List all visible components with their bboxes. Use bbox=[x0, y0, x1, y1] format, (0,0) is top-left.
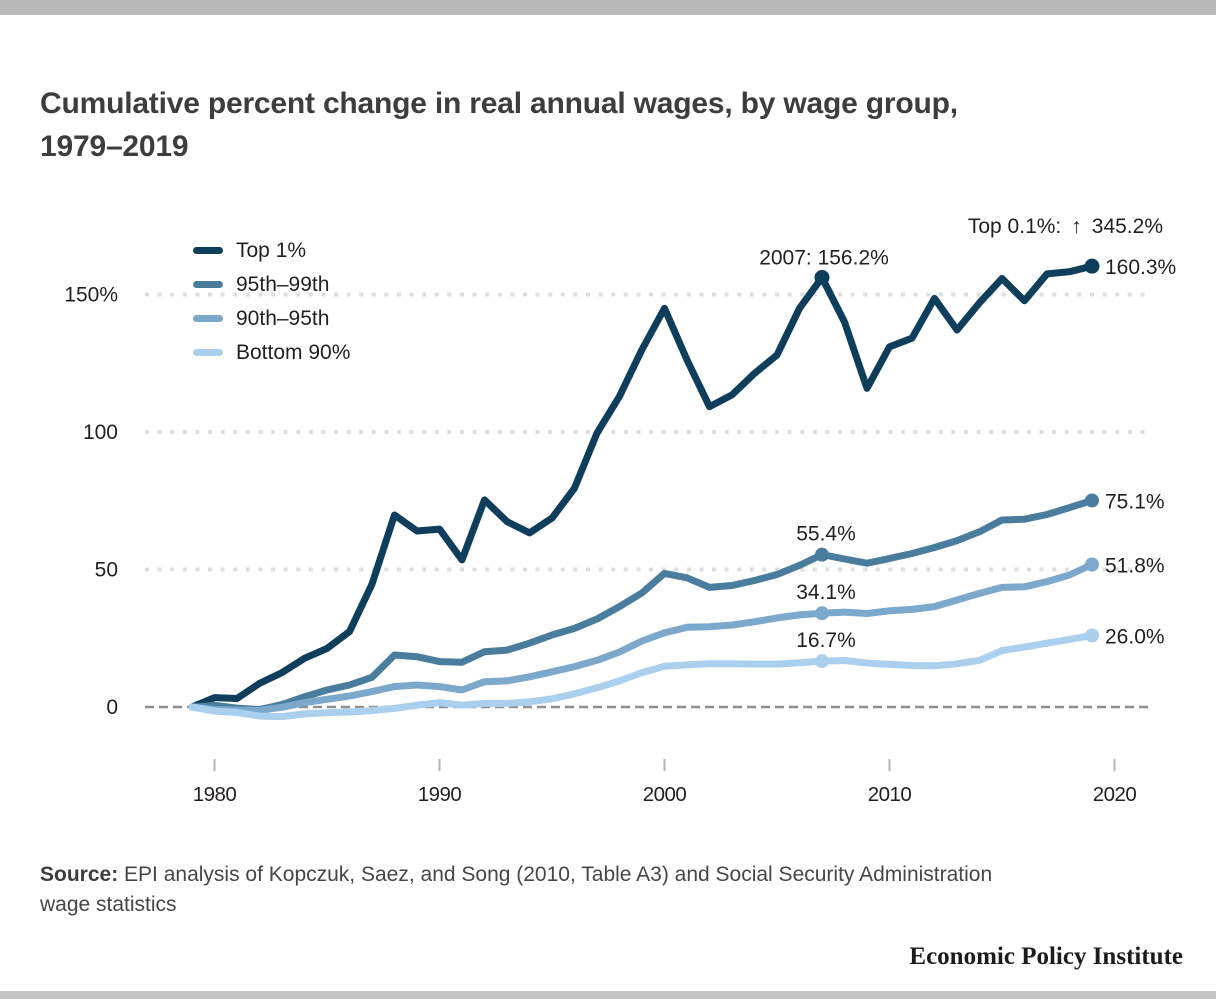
legend-item-90th-95th[interactable]: 90th–95th bbox=[193, 308, 350, 329]
data-point-95th-99th-2019[interactable] bbox=[1085, 493, 1099, 508]
end-label-bottom-90: 26.0% bbox=[1105, 626, 1165, 649]
source-note: Source: EPI analysis of Kopczuk, Saez, a… bbox=[40, 860, 1200, 920]
data-point-90th-95th-2019[interactable] bbox=[1085, 557, 1099, 572]
data-point-90th-95th-2007[interactable] bbox=[815, 606, 829, 621]
y-axis-label-0: 0 bbox=[106, 696, 118, 719]
legend-label: Top 1% bbox=[236, 239, 307, 262]
source-label: Source: bbox=[40, 863, 119, 886]
series-line-95th-99th[interactable] bbox=[188, 497, 1096, 713]
end-label-95th-99th: 75.1% bbox=[1105, 490, 1165, 513]
x-axis-label-2010: 2010 bbox=[868, 783, 912, 806]
x-axis-label-2020: 2020 bbox=[1093, 783, 1137, 806]
annotation-b90_2007: 16.7% bbox=[796, 629, 856, 652]
legend-swatch bbox=[193, 281, 223, 288]
legend-item-bottom-90[interactable]: Bottom 90% bbox=[193, 342, 350, 363]
data-point-bottom-90-2007[interactable] bbox=[815, 654, 829, 669]
series-line-top-1[interactable] bbox=[188, 262, 1096, 711]
x-axis-label-1980: 1980 bbox=[193, 783, 237, 806]
end-label-90th-95th: 51.8% bbox=[1105, 555, 1165, 578]
legend-swatch bbox=[193, 315, 223, 322]
end-label-top-1: 160.3% bbox=[1105, 256, 1176, 279]
annotation-top01: Top 0.1%: ↑ 345.2% bbox=[968, 215, 1163, 238]
data-point-top-1-2007[interactable] bbox=[814, 269, 830, 285]
source-line-2: wage statistics bbox=[40, 893, 177, 916]
chart-legend: Top 1% 95th–99th 90th–95th Bottom 90% bbox=[193, 240, 350, 363]
source-line-1: EPI analysis of Kopczuk, Saez, and Song … bbox=[124, 863, 993, 886]
y-axis-label-50: 50 bbox=[95, 559, 118, 582]
epi-logo-text[interactable]: Economic Policy Institute bbox=[909, 943, 1183, 970]
legend-swatch bbox=[193, 247, 223, 254]
legend-label: Bottom 90% bbox=[236, 341, 351, 364]
y-axis-label-100: 100 bbox=[83, 421, 118, 444]
annotation-p9599_2007: 55.4% bbox=[796, 523, 856, 546]
legend-swatch bbox=[193, 349, 223, 356]
x-axis-label-1990: 1990 bbox=[418, 783, 462, 806]
legend-item-top-1[interactable]: Top 1% bbox=[193, 240, 350, 261]
x-axis-label-2000: 2000 bbox=[643, 783, 687, 806]
bottom-accent-bar bbox=[0, 991, 1216, 999]
series-line-bottom-90[interactable] bbox=[188, 632, 1096, 721]
y-axis-label-150: 150% bbox=[64, 284, 118, 307]
series-line-90th-95th[interactable] bbox=[188, 561, 1096, 714]
annotation-p9095_2007: 34.1% bbox=[796, 581, 856, 604]
legend-label: 95th–99th bbox=[236, 273, 330, 296]
legend-item-95th-99th[interactable]: 95th–99th bbox=[193, 274, 350, 295]
top-accent-bar bbox=[0, 0, 1216, 15]
legend-label: 90th–95th bbox=[236, 307, 330, 330]
data-point-bottom-90-2019[interactable] bbox=[1085, 628, 1099, 643]
chart-title: Cumulative percent change in real annual… bbox=[40, 87, 958, 164]
data-point-95th-99th-2007[interactable] bbox=[815, 547, 829, 562]
annotation-peak2007: 2007: 156.2% bbox=[759, 246, 889, 269]
data-point-top-1-2019[interactable] bbox=[1084, 258, 1100, 274]
